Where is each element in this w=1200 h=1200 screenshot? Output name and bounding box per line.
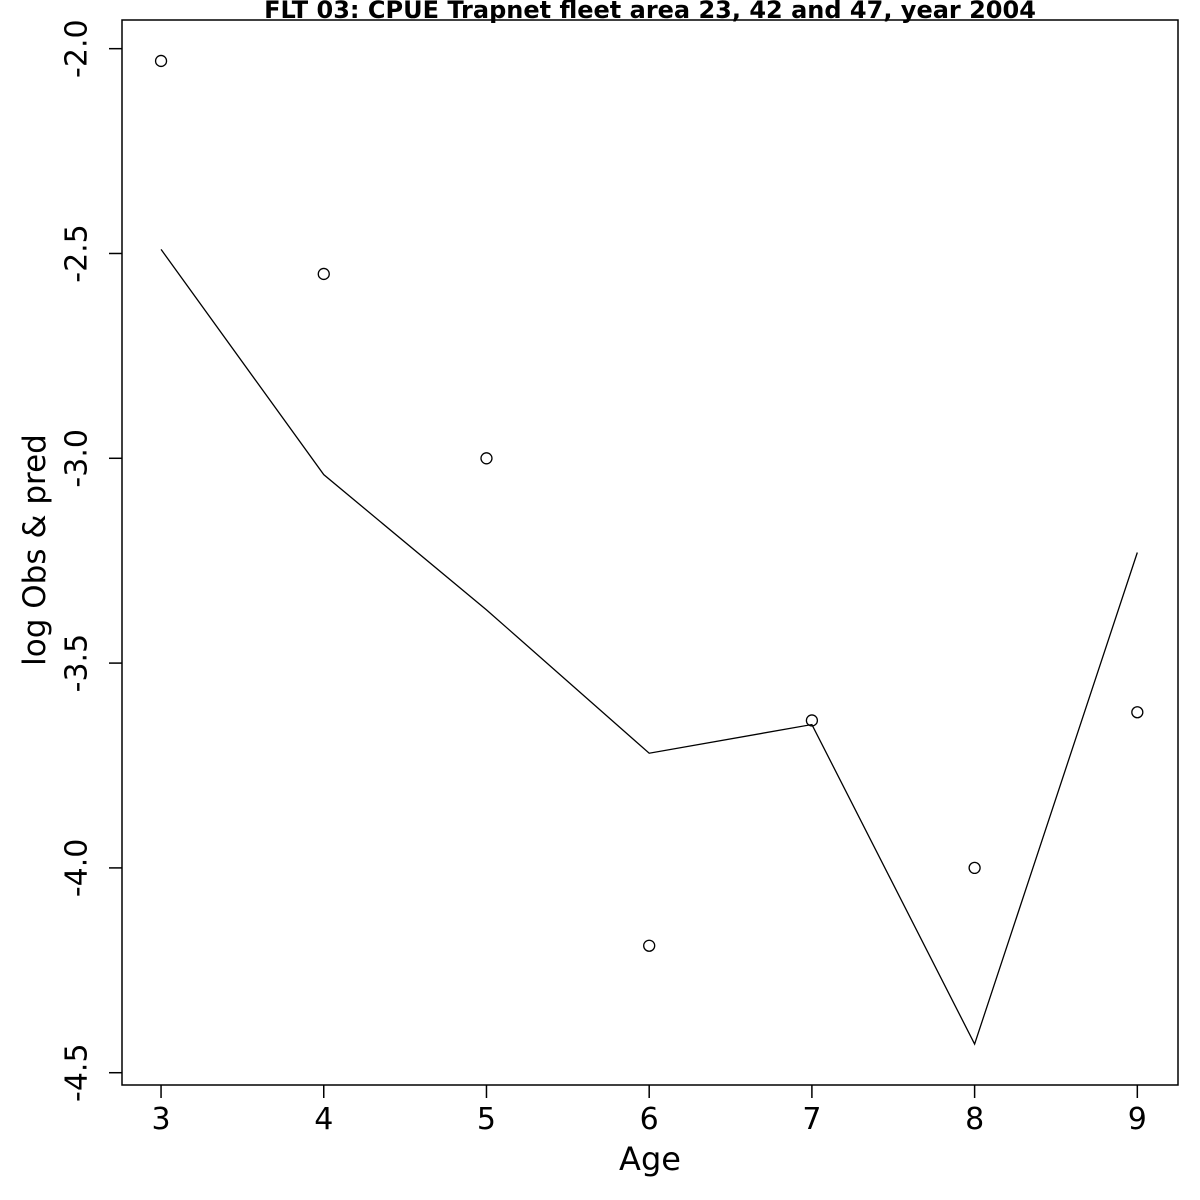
x-tick-label: 8 — [965, 1102, 984, 1137]
observed-point — [643, 939, 656, 952]
y-tick-label: -4.0 — [60, 839, 95, 898]
predicted-line — [160, 249, 1138, 1046]
x-tick-label: 6 — [640, 1102, 659, 1137]
x-tick-label: 5 — [477, 1102, 496, 1137]
x-tick-label: 4 — [314, 1102, 333, 1137]
observed-point — [154, 54, 168, 68]
observed-point — [480, 452, 493, 465]
observed-point — [805, 714, 819, 727]
y-tick-label: -2.5 — [60, 224, 95, 283]
y-tick-label: -4.5 — [60, 1043, 95, 1102]
x-tick-label: 7 — [802, 1102, 821, 1137]
x-tick-label: 9 — [1128, 1102, 1147, 1137]
y-tick-label: -2.0 — [60, 19, 95, 78]
plot-box — [121, 19, 1179, 1086]
observed-point — [968, 861, 981, 875]
y-tick-label: -3.5 — [60, 634, 95, 693]
observed-point — [317, 267, 330, 281]
y-tick-label: -3.0 — [60, 429, 95, 488]
observed-point — [1131, 706, 1144, 719]
x-axis-label: Age — [619, 1140, 681, 1178]
x-tick-label: 3 — [152, 1102, 171, 1137]
